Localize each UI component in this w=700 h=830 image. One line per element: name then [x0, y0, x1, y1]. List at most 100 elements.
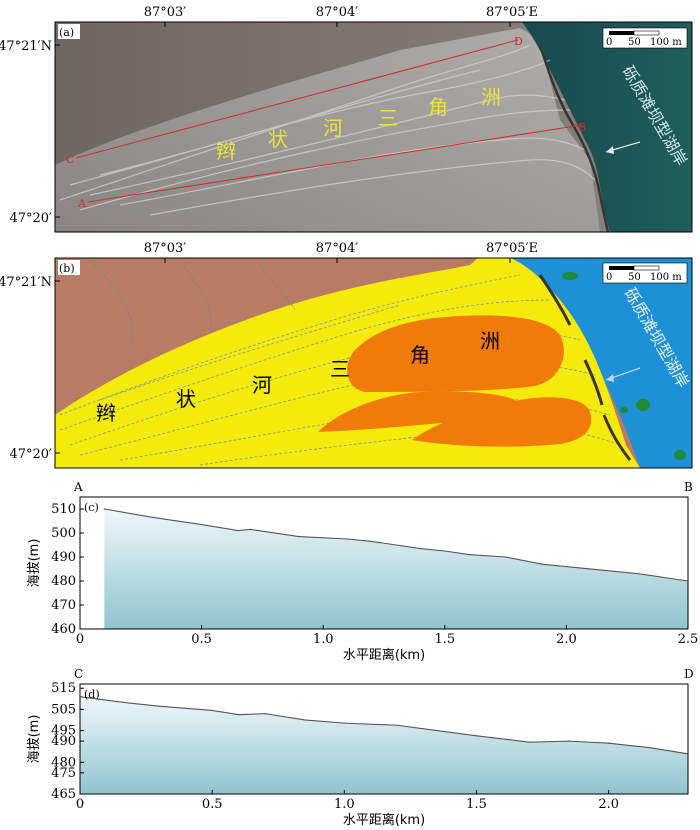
profile-point — [419, 548, 422, 550]
profile-chart-c: 0 0.5 1.0 1.5 2.0 2.5 460 470 480 490 500 510 (c)A B 水… — [27, 480, 698, 663]
lon-tick-b-3: 87°05′E — [486, 241, 538, 256]
profile-area — [80, 696, 688, 794]
profile-line-a-b — [87, 124, 583, 203]
lat-tick-b-1: 47°21′N — [0, 275, 52, 290]
y-tick-label: 480 — [51, 574, 76, 589]
y-tick-label: 500 — [51, 526, 76, 541]
y-tick-label: 515 — [51, 681, 76, 696]
profile-point — [158, 705, 160, 707]
lon-tick-b-1: 87°03′ — [144, 241, 187, 256]
scale-b-50: 50 — [628, 272, 641, 283]
profile-point — [103, 508, 105, 510]
x-tick-label: 1.0 — [313, 632, 334, 647]
profile-start-label: C — [74, 667, 83, 681]
delta-char-1: 辫 — [216, 139, 236, 163]
chart-frame — [79, 496, 689, 630]
profile-point — [505, 556, 507, 558]
delta-char-3: 河 — [323, 116, 343, 140]
profile-point — [201, 524, 203, 526]
profile-point — [436, 729, 438, 732]
y-tick-label: 460 — [51, 622, 76, 637]
profile-point — [614, 570, 616, 573]
lon-tick-a-3: 87°05′E — [486, 5, 538, 20]
profile-point — [475, 735, 478, 737]
profile-point — [577, 567, 580, 569]
profile-point — [396, 724, 398, 726]
delta-char-2: 状 — [268, 127, 288, 151]
map-bar-lower — [412, 397, 592, 447]
profile-start-label: A — [73, 480, 83, 494]
delta-char-4: 三 — [378, 106, 398, 130]
chart-panel-label: (c) — [84, 501, 99, 514]
profile-point — [264, 713, 266, 715]
scale-a-100: 100 m — [650, 37, 682, 48]
profile-point — [371, 540, 373, 543]
profile-point — [541, 563, 543, 565]
map-bar-large — [347, 315, 564, 392]
profile-end-label: D — [684, 667, 694, 681]
chart-panel-label: (d) — [84, 688, 100, 701]
map-shoreline-gravel — [538, 274, 632, 461]
x-tick-label: 2.0 — [598, 797, 619, 812]
x-tick-label: 1.0 — [334, 797, 355, 812]
x-axis-title: 水平距离(km) — [343, 812, 425, 828]
x-tick-label: 2.5 — [678, 632, 699, 647]
profile-point — [211, 709, 213, 712]
panel-a-label: (a) — [59, 26, 74, 39]
profile-point — [638, 573, 640, 575]
lon-tick-a-2: 87°04′ — [316, 5, 359, 20]
scale-bar-b-white — [633, 265, 660, 271]
y-axis-title: 海拔(m) — [27, 539, 42, 588]
profile-point — [444, 550, 446, 552]
profile-point — [343, 722, 345, 724]
y-tick-label: 465 — [51, 787, 76, 802]
lat-tick-a-2: 47°20′ — [9, 211, 52, 226]
delta-char-5: 角 — [428, 95, 448, 119]
y-tick-label: 470 — [51, 598, 76, 613]
scale-bar-b-black — [609, 266, 634, 270]
map-char-4: 三 — [330, 357, 350, 381]
y-tick-label: 510 — [51, 502, 76, 517]
map-bar-middle — [318, 391, 516, 432]
profile-point — [152, 516, 154, 519]
panel-b-label-bg — [58, 260, 80, 275]
lat-tick-a-1: 47°21′N — [0, 39, 52, 54]
profile-area — [104, 509, 688, 629]
x-axis-title: 水平距离(km) — [343, 647, 425, 663]
profile-point — [608, 742, 610, 744]
y-tick-label: 475 — [51, 766, 76, 781]
profile-line-c-d — [75, 39, 519, 159]
lon-tick-a-1: 87°03′ — [144, 5, 187, 20]
shoreline-gravel — [538, 44, 610, 233]
map-char-3: 河 — [252, 373, 272, 397]
scale-b-0: 0 — [606, 272, 612, 283]
profile-point — [468, 554, 470, 556]
x-tick-label: 0.5 — [202, 797, 223, 812]
delta-char-6: 洲 — [481, 85, 501, 109]
lon-tick-b-2: 87°04′ — [316, 241, 359, 256]
point-c-label: C — [66, 153, 74, 166]
profile-point — [298, 536, 300, 538]
chart-frame — [79, 683, 689, 795]
map-char-5: 角 — [410, 343, 430, 367]
x-tick-label: 1.5 — [434, 632, 455, 647]
point-d-label: D — [514, 35, 523, 48]
lake-arrow-b-head — [606, 374, 614, 382]
x-tick-label: 1.5 — [466, 797, 487, 812]
lake-arrow-a-head — [606, 146, 614, 154]
profile-point — [304, 719, 306, 721]
y-tick-label: 505 — [51, 702, 76, 717]
profile-point — [237, 530, 239, 532]
scale-bar-a-white — [633, 30, 660, 36]
panel-b-label: (b) — [59, 262, 75, 275]
scale-a-0: 0 — [606, 37, 612, 48]
profile-line — [79, 696, 689, 755]
x-tick-label: 0 — [76, 632, 84, 647]
y-tick-label: 495 — [51, 724, 76, 739]
lat-tick-b-2: 47°20′ — [9, 447, 52, 462]
satellite-braided-fan — [55, 28, 600, 232]
profile-point — [528, 741, 530, 743]
y-tick-label: 490 — [51, 734, 76, 749]
